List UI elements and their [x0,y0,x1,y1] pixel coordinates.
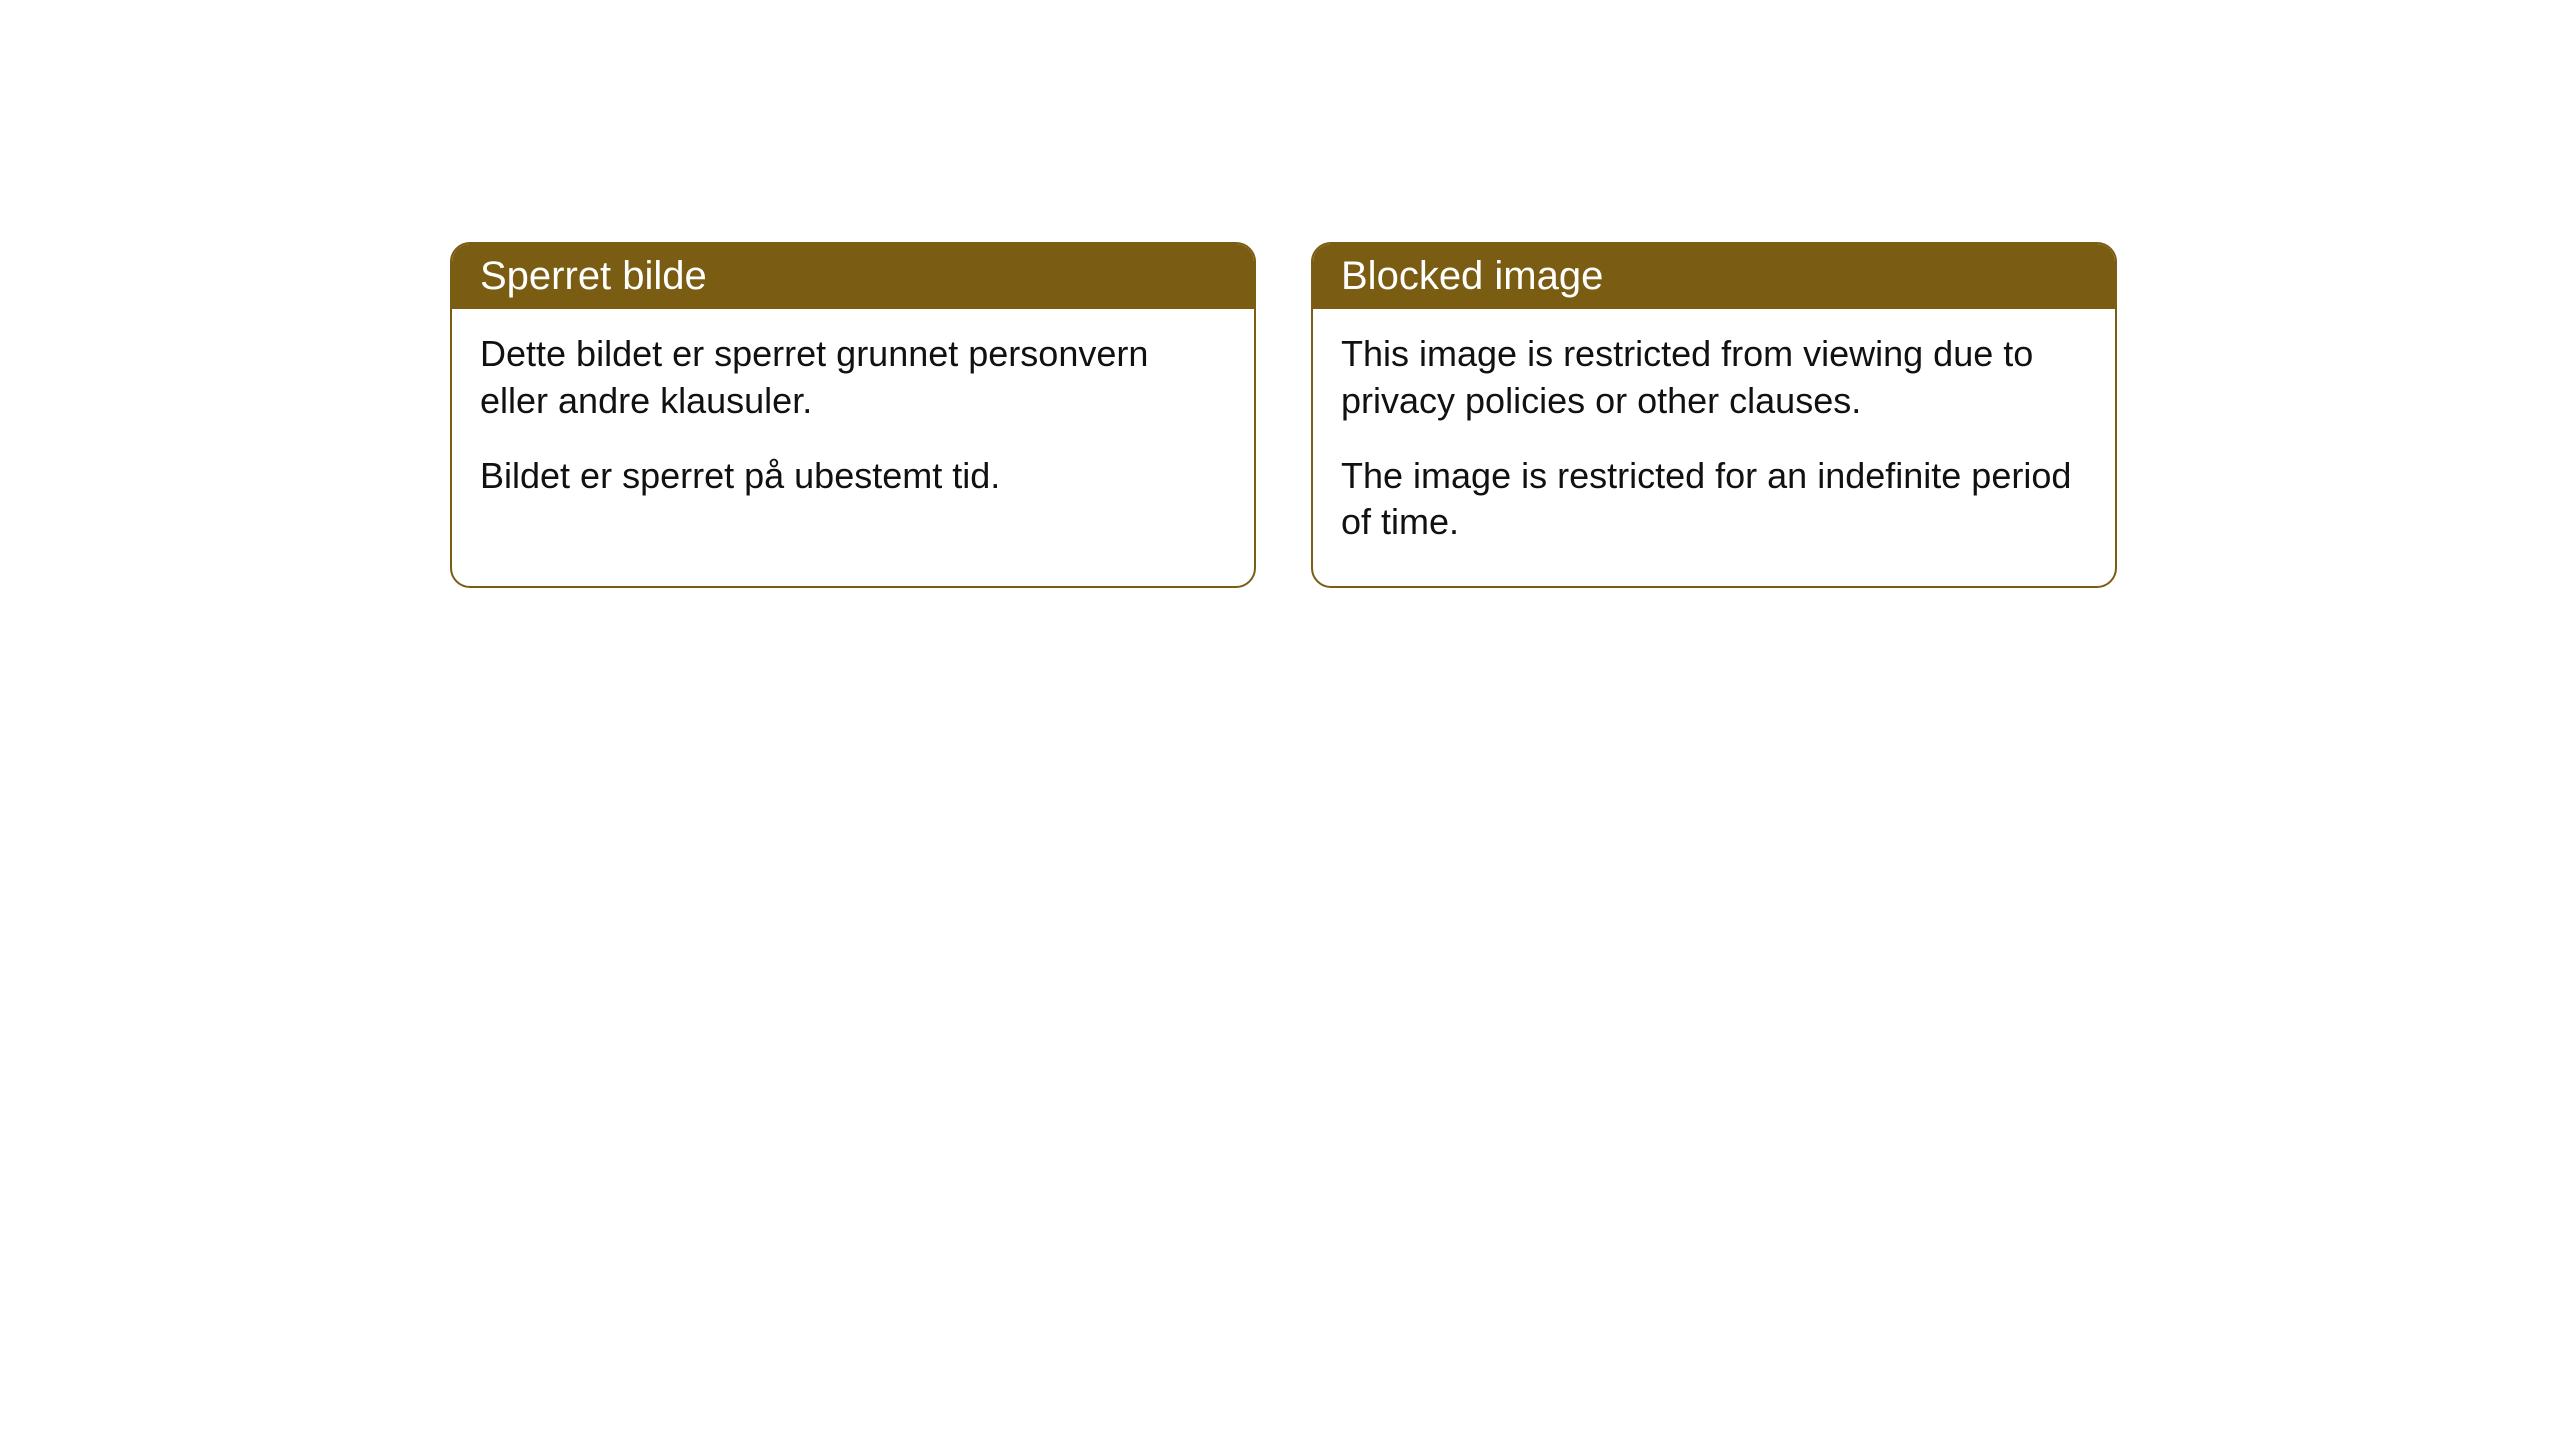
card-title: Blocked image [1313,244,2115,309]
card-paragraph: Bildet er sperret på ubestemt tid. [480,453,1226,500]
card-body: Dette bildet er sperret grunnet personve… [452,309,1254,539]
notice-cards-container: Sperret bilde Dette bildet er sperret gr… [450,242,2117,588]
card-paragraph: This image is restricted from viewing du… [1341,331,2087,425]
card-body: This image is restricted from viewing du… [1313,309,2115,586]
notice-card-norwegian: Sperret bilde Dette bildet er sperret gr… [450,242,1256,588]
notice-card-english: Blocked image This image is restricted f… [1311,242,2117,588]
card-title: Sperret bilde [452,244,1254,309]
card-paragraph: The image is restricted for an indefinit… [1341,453,2087,547]
card-paragraph: Dette bildet er sperret grunnet personve… [480,331,1226,425]
